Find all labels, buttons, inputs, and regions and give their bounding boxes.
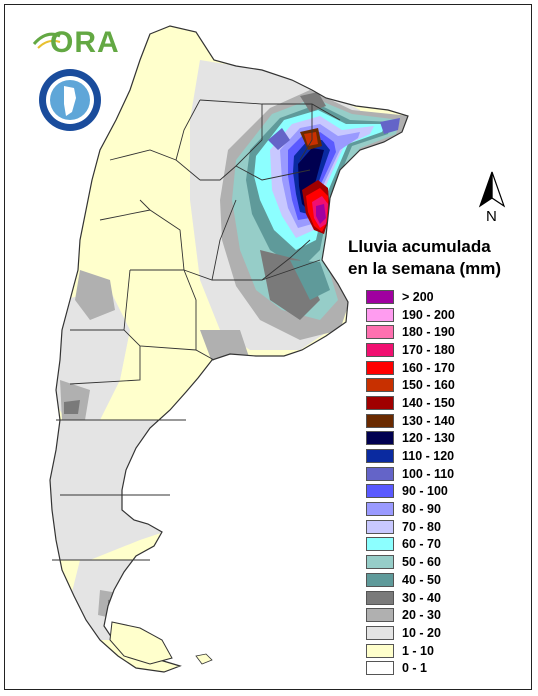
legend-swatch (366, 643, 394, 658)
legend-item: 10 - 20 (366, 624, 455, 642)
legend-swatch (366, 625, 394, 640)
legend-label: 190 - 200 (402, 307, 455, 322)
north-arrow-icon (478, 171, 506, 208)
legend-swatch (366, 307, 394, 322)
legend-item: 100 - 110 (366, 465, 455, 483)
province-boundaries (52, 99, 341, 561)
legend-label: 1 - 10 (402, 643, 434, 658)
legend-item: 30 - 40 (366, 589, 455, 607)
legend-title: Lluvia acumulada en la semana (mm) (348, 236, 501, 280)
legend-swatch (366, 466, 394, 481)
legend-label: 10 - 20 (402, 625, 441, 640)
legend-label: 20 - 30 (402, 608, 441, 623)
legend-item: 60 - 70 (366, 536, 455, 554)
legend-title-line2: en la semana (mm) (348, 259, 502, 278)
legend-swatch (366, 378, 394, 393)
legend-label: 40 - 50 (402, 572, 441, 587)
legend-label: 80 - 90 (402, 502, 441, 517)
legend-swatch (366, 537, 394, 552)
north-label: N (486, 208, 497, 225)
legend-swatch (366, 449, 394, 464)
isla-de-los-estados (195, 653, 213, 665)
legend-title-line1: Lluvia acumulada (348, 237, 491, 256)
legend-label: 150 - 160 (402, 378, 455, 393)
legend-label: > 200 (402, 289, 434, 304)
legend-item: 130 - 140 (366, 412, 455, 430)
legend-label: 60 - 70 (402, 537, 441, 552)
legend-swatch (366, 360, 394, 375)
legend-item: 120 - 130 (366, 430, 455, 448)
legend-item: 20 - 30 (366, 606, 455, 624)
legend-item: 50 - 60 (366, 553, 455, 571)
legend-label: 70 - 80 (402, 519, 441, 534)
legend-swatch (366, 342, 394, 357)
legend-item: 180 - 190 (366, 323, 455, 341)
legend-item: 80 - 90 (366, 500, 455, 518)
ora-logo-text: ORA (50, 26, 120, 59)
legend-swatch (366, 608, 394, 623)
legend-swatch (366, 519, 394, 534)
legend-label: 50 - 60 (402, 555, 441, 570)
legend-label: 90 - 100 (402, 484, 448, 499)
legend-item: 140 - 150 (366, 394, 455, 412)
legend-item: 90 - 100 (366, 483, 455, 501)
legend-label: 140 - 150 (402, 395, 455, 410)
legend-label: 170 - 180 (402, 342, 455, 357)
legend-item: 110 - 120 (366, 447, 455, 465)
legend-label: 130 - 140 (402, 413, 455, 428)
legend-swatch (366, 413, 394, 428)
legend-label: 180 - 190 (402, 325, 455, 340)
legend-item: 40 - 50 (366, 571, 455, 589)
legend-label: 0 - 1 (402, 661, 428, 676)
legend-item: 70 - 80 (366, 518, 455, 536)
legend-item: 0 - 1 (366, 659, 455, 677)
legend-swatch (366, 590, 394, 605)
legend-item: 190 - 200 (366, 306, 455, 324)
smn-seal-icon (39, 69, 101, 131)
legend: > 200 190 - 200 180 - 190 170 - 180 160 - 17… (366, 288, 455, 677)
tierra-del-fuego (109, 621, 173, 665)
legend-label: 160 - 170 (402, 360, 455, 375)
legend-swatch (366, 502, 394, 517)
legend-swatch (366, 572, 394, 587)
legend-item: 170 - 180 (366, 341, 455, 359)
legend-label: 120 - 130 (402, 431, 455, 446)
legend-swatch (366, 431, 394, 446)
legend-label: 100 - 110 (402, 466, 455, 481)
legend-label: 110 - 120 (402, 449, 455, 464)
legend-swatch (366, 555, 394, 570)
legend-item: 150 - 160 (366, 376, 455, 394)
legend-swatch (366, 325, 394, 340)
legend-item: > 200 (366, 288, 455, 306)
legend-label: 30 - 40 (402, 590, 441, 605)
legend-item: 1 - 10 (366, 642, 455, 660)
ora-logo-icon (32, 32, 61, 49)
legend-swatch (366, 289, 394, 304)
legend-swatch (366, 484, 394, 499)
legend-item: 160 - 170 (366, 359, 455, 377)
legend-swatch (366, 395, 394, 410)
legend-swatch (366, 661, 394, 676)
